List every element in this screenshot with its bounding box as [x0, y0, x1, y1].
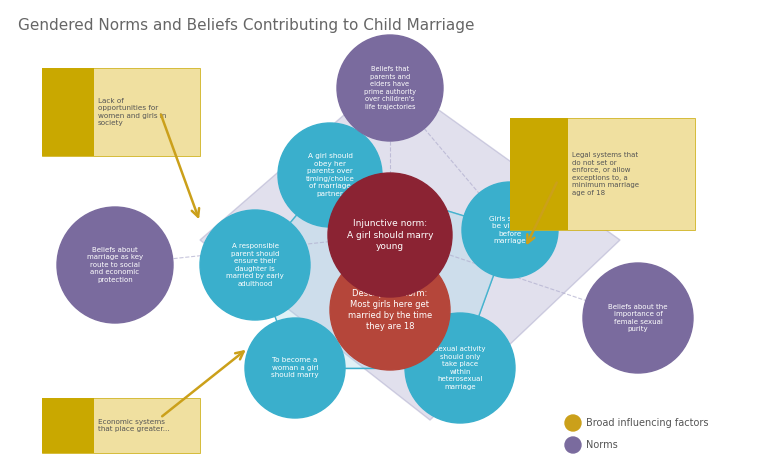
Text: Broad influencing factors: Broad influencing factors	[586, 418, 709, 428]
FancyBboxPatch shape	[42, 398, 94, 453]
FancyBboxPatch shape	[42, 68, 200, 156]
FancyBboxPatch shape	[42, 68, 94, 156]
Text: A girl should
obey her
parents over
timing/choice
of marriage
partner: A girl should obey her parents over timi…	[305, 153, 354, 197]
Circle shape	[337, 35, 443, 141]
Text: Legal systems that
do not set or
enforce, or allow
exceptions to, a
minimum marr: Legal systems that do not set or enforce…	[572, 152, 639, 196]
Text: To become a
woman a girl
should marry: To become a woman a girl should marry	[272, 358, 319, 378]
Circle shape	[328, 173, 452, 297]
Text: Descriptive norm:
Most girls here get
married by the time
they are 18: Descriptive norm: Most girls here get ma…	[348, 289, 432, 331]
Text: A responsible
parent should
ensure their
daughter is
married by early
adulthood: A responsible parent should ensure their…	[226, 243, 284, 287]
Polygon shape	[255, 175, 510, 368]
Text: Lack of
opportunities for
women and girls in
society: Lack of opportunities for women and girl…	[98, 98, 166, 126]
Circle shape	[330, 250, 450, 370]
Text: Gendered Norms and Beliefs Contributing to Child Marriage: Gendered Norms and Beliefs Contributing …	[18, 18, 475, 33]
Text: Norms: Norms	[586, 440, 617, 450]
Circle shape	[405, 313, 515, 423]
Circle shape	[245, 318, 345, 418]
Circle shape	[583, 263, 693, 373]
Circle shape	[57, 207, 173, 323]
Text: Beliefs that
parents and
elders have
prime authority
over children's
life trajec: Beliefs that parents and elders have pri…	[364, 66, 416, 110]
Text: Sexual activity
should only
take place
within
heterosexual
marriage: Sexual activity should only take place w…	[434, 346, 486, 390]
Text: Girls should
be virgins
before
marriage: Girls should be virgins before marriage	[489, 216, 532, 244]
Circle shape	[565, 437, 581, 453]
Text: Beliefs about the
importance of
female sexual
purity: Beliefs about the importance of female s…	[608, 304, 668, 332]
Text: Beliefs about
marriage as key
route to social
and economic
protection: Beliefs about marriage as key route to s…	[87, 247, 143, 283]
Text: Injunctive norm:
A girl should marry
young: Injunctive norm: A girl should marry you…	[347, 219, 433, 251]
Text: Economic systems
that place greater...: Economic systems that place greater...	[98, 419, 170, 432]
FancyBboxPatch shape	[510, 118, 695, 230]
FancyBboxPatch shape	[510, 118, 568, 230]
Polygon shape	[200, 75, 620, 420]
FancyBboxPatch shape	[42, 398, 200, 453]
Circle shape	[278, 123, 382, 227]
Circle shape	[565, 415, 581, 431]
Circle shape	[462, 182, 558, 278]
Circle shape	[200, 210, 310, 320]
